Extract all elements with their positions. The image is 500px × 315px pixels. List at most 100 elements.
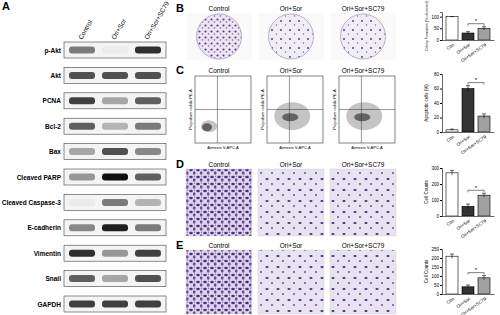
blot-label: Bax: [49, 148, 61, 155]
panel-label: C: [176, 64, 184, 76]
colony-images: ControlOri+SorOri+Sor+SC79: [186, 5, 396, 60]
significance-mark: *: [475, 267, 478, 273]
blot-band: [102, 97, 128, 104]
y-tick-mark: [440, 118, 442, 119]
bars: [446, 254, 490, 294]
y-tick-mark: [440, 276, 442, 277]
blot-frame: [64, 67, 166, 83]
image-title: Control: [209, 5, 231, 12]
blot-band: [69, 72, 95, 79]
blot-frame: [64, 271, 166, 287]
y-tick-mark: [440, 267, 442, 268]
error-bar: [482, 276, 486, 280]
x-tick-label: Con: [445, 134, 455, 143]
y-tick-mark: [440, 184, 442, 185]
dish-background: [186, 13, 252, 60]
y-tick-mark: [440, 168, 442, 169]
x-axis: ConOri+SorOri+Sor+SC79: [443, 40, 495, 63]
blot-band: [135, 72, 161, 79]
error-bar: [466, 86, 470, 92]
invasion-images: ControlOri+SorOri+Sor+SC79: [186, 242, 396, 314]
x-axis: ConOri+SorOri+Sor+SC79: [443, 132, 495, 155]
error-bar: [482, 27, 486, 30]
x-tick: Ori+Sor+SC79: [460, 294, 487, 315]
flow-cloud-core: [282, 113, 298, 121]
flow-cloud-core: [354, 113, 370, 121]
column-header: Control: [77, 18, 94, 40]
flow-plot: [267, 76, 323, 143]
blot-label: p-Akt: [44, 47, 61, 55]
x-tick-label: Con: [445, 42, 455, 51]
y-tick-label: 300: [431, 166, 439, 171]
blot-band: [69, 97, 95, 104]
blot-band: [102, 250, 128, 257]
x-tick-label: Ori+Sor+SC79: [460, 134, 487, 155]
blot-frame: [64, 296, 166, 312]
image-title: Ori+Sor: [280, 242, 303, 249]
blot-band: [69, 224, 95, 231]
blot-frame: [64, 93, 166, 109]
image-title: Ori+Sor+SC79: [342, 67, 385, 74]
x-axis-line: [443, 40, 495, 41]
x-tick-label: Ori+Sor+SC79: [460, 218, 487, 239]
bar: [446, 173, 458, 216]
panel-label: A: [2, 0, 10, 12]
blot-band: [135, 123, 161, 130]
y-axis-title: Apoptotic cells (%): [424, 84, 429, 122]
x-axis: ConOri+SorOri+Sor+SC79: [443, 216, 495, 239]
y-tick: 250: [431, 247, 442, 252]
x-tick-label: Ori+Sor+SC79: [460, 42, 487, 63]
migration-images: ControlOri+SorOri+Sor+SC79: [186, 161, 396, 236]
bar: [478, 278, 490, 294]
blot-band: [69, 301, 95, 308]
y-axis-title: Cell Counts: [424, 180, 429, 204]
y-tick-label: 20: [434, 115, 440, 120]
blot-band: [102, 72, 128, 79]
image-title: Ori+Sor: [280, 5, 303, 12]
y-tick-label: 200: [431, 256, 439, 261]
y-tick: 200: [431, 256, 442, 261]
blot-band: [135, 174, 161, 181]
y-tick: 100: [431, 274, 442, 279]
x-tick: Con: [445, 132, 455, 143]
blot-band: [102, 123, 128, 130]
y-tick: 100: [431, 198, 442, 203]
y-tick-label: 200: [431, 182, 439, 187]
y-tick: 80: [434, 72, 442, 77]
significance-mark: *: [475, 77, 478, 83]
bar: [446, 256, 458, 294]
blot-band: [69, 123, 95, 130]
blot-label: Cleaved Caspase-3: [2, 199, 62, 207]
column-header: Ori+Sor: [110, 17, 128, 41]
y-tick: 50: [434, 283, 442, 288]
flow-cloud: [274, 102, 310, 130]
y-tick: 150: [431, 265, 442, 270]
significance-mark: *: [475, 18, 478, 24]
y-axis: 0100200300: [431, 166, 442, 219]
panel-label: D: [176, 158, 184, 170]
blot-band: [102, 224, 128, 231]
error-bar: [466, 204, 470, 209]
y-tick: 0: [436, 130, 442, 135]
image-title: Ori+Sor+SC79: [342, 242, 385, 249]
flow-y-label: Propidium iodide PE-A: [260, 89, 265, 130]
image-title: Control: [209, 67, 231, 74]
x-tick: Ori+Sor+SC79: [460, 40, 487, 63]
blot-frame: [64, 118, 166, 134]
image-title: Control: [209, 161, 231, 168]
dish-background: [258, 13, 324, 60]
y-tick-label: 0: [436, 130, 439, 135]
y-axis-line: [440, 75, 443, 133]
x-axis-line: [443, 294, 495, 295]
x-tick: Con: [445, 216, 455, 227]
flow-x-label: Annexin V-APC-A: [351, 145, 383, 150]
x-tick: Ori+Sor+SC79: [460, 216, 487, 239]
y-axis-title: Colony Formation (% of control): [425, 1, 429, 52]
blot-band: [135, 97, 161, 104]
y-axis: 050100: [431, 13, 442, 43]
y-tick-label: 150: [431, 265, 439, 270]
y-tick: 40: [434, 101, 442, 106]
transwell-image: [258, 250, 324, 314]
dish-background: [330, 13, 396, 60]
blot-label: Vimentin: [34, 250, 61, 257]
